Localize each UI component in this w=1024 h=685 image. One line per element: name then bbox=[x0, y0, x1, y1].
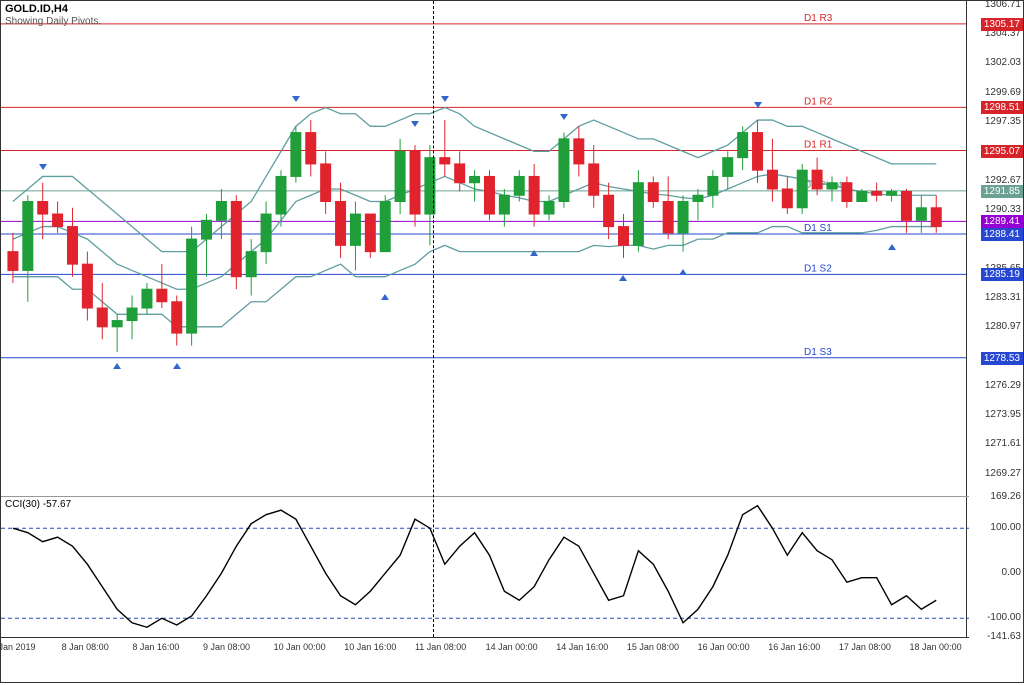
price-tick: 1276.29 bbox=[985, 380, 1021, 391]
svg-text:D1 R2: D1 R2 bbox=[804, 96, 833, 107]
arrow-up-icon bbox=[113, 363, 121, 369]
arrow-down-icon bbox=[560, 114, 568, 120]
time-tick: 18 Jan 00:00 bbox=[910, 642, 962, 652]
chart-title: GOLD.ID,H4 bbox=[5, 3, 68, 15]
arrow-down-icon bbox=[39, 164, 47, 170]
price-tick: 1302.03 bbox=[985, 57, 1021, 68]
pivot-price-label: 1291.85 bbox=[981, 185, 1023, 198]
svg-text:D1 R1: D1 R1 bbox=[804, 140, 833, 151]
price-tick: 1299.69 bbox=[985, 87, 1021, 98]
pivot-price-label: 1305.17 bbox=[981, 18, 1023, 31]
price-tick: 1269.27 bbox=[985, 468, 1021, 479]
time-tick: 10 Jan 16:00 bbox=[344, 642, 396, 652]
cci-tick: 0.00 bbox=[1002, 567, 1021, 578]
main-chart-svg: D1 R3D1 R2D1 R1D1 PivotD1 S1D1 S2D1 S3 bbox=[1, 1, 969, 496]
svg-text:D1 R3: D1 R3 bbox=[804, 13, 833, 24]
arrow-down-icon bbox=[441, 96, 449, 102]
cci-tick: -100.00 bbox=[987, 612, 1021, 623]
pivot-price-label: 1285.19 bbox=[981, 268, 1023, 281]
time-tick: 16 Jan 16:00 bbox=[768, 642, 820, 652]
arrow-up-icon bbox=[679, 269, 687, 275]
price-tick: 1297.35 bbox=[985, 116, 1021, 127]
arrow-up-icon bbox=[888, 244, 896, 250]
time-tick: 9 Jan 08:00 bbox=[203, 642, 250, 652]
cci-axis: 169.26100.000.00-100.00-141.63 bbox=[966, 497, 1023, 637]
svg-text:D1 S3: D1 S3 bbox=[804, 347, 832, 358]
main-price-chart[interactable]: D1 R3D1 R2D1 R1D1 PivotD1 S1D1 S2D1 S3 bbox=[1, 1, 969, 497]
time-tick: 15 Jan 08:00 bbox=[627, 642, 679, 652]
cci-tick: 100.00 bbox=[990, 522, 1021, 533]
time-tick: 8 Jan 16:00 bbox=[132, 642, 179, 652]
arrow-down-icon bbox=[411, 121, 419, 127]
arrow-up-icon bbox=[619, 275, 627, 281]
vertical-crosshair bbox=[433, 1, 434, 637]
cci-chart-svg bbox=[1, 497, 969, 637]
cci-label: CCI(30) -57.67 bbox=[5, 499, 71, 510]
chart-subtitle: Showing Daily Pivots. bbox=[5, 16, 101, 27]
cci-tick: -141.63 bbox=[987, 631, 1021, 642]
price-axis: 1306.711304.371302.031299.691297.351295.… bbox=[966, 1, 1023, 496]
time-axis: 7 Jan 2019 8 Jan 08:00 8 Jan 16:00 9 Jan 08… bbox=[1, 637, 969, 685]
pivot-price-label: 1288.41 bbox=[981, 228, 1023, 241]
time-tick: 8 Jan 08:00 bbox=[62, 642, 109, 652]
time-tick: 17 Jan 08:00 bbox=[839, 642, 891, 652]
pivot-price-label: 1278.53 bbox=[981, 352, 1023, 365]
time-tick: 11 Jan 08:00 bbox=[415, 642, 466, 652]
cci-tick: 169.26 bbox=[990, 491, 1021, 502]
svg-text:D1 S2: D1 S2 bbox=[804, 263, 832, 274]
price-tick: 1271.61 bbox=[985, 438, 1021, 449]
price-tick: 1283.31 bbox=[985, 292, 1021, 303]
arrow-up-icon bbox=[381, 294, 389, 300]
arrow-up-icon bbox=[530, 250, 538, 256]
price-tick: 1306.71 bbox=[985, 0, 1021, 10]
arrow-up-icon bbox=[173, 363, 181, 369]
pivot-price-label: 1295.07 bbox=[981, 145, 1023, 158]
price-tick: 1280.97 bbox=[985, 321, 1021, 332]
price-tick: 1290.33 bbox=[985, 204, 1021, 215]
cci-indicator-chart[interactable] bbox=[1, 497, 969, 637]
time-tick: 10 Jan 00:00 bbox=[274, 642, 326, 652]
chart-container: GOLD.ID,H4 Showing Daily Pivots. D1 R3 D1… bbox=[0, 0, 1024, 683]
pivot-price-label: 1289.41 bbox=[981, 215, 1023, 228]
pivot-price-label: 1298.51 bbox=[981, 101, 1023, 114]
price-tick: 1273.95 bbox=[985, 409, 1021, 420]
arrow-down-icon bbox=[754, 102, 762, 108]
time-tick: 7 Jan 2019 bbox=[0, 642, 36, 652]
time-tick: 14 Jan 00:00 bbox=[486, 642, 538, 652]
time-tick: 14 Jan 16:00 bbox=[556, 642, 608, 652]
arrow-down-icon bbox=[292, 96, 300, 102]
time-tick: 16 Jan 00:00 bbox=[698, 642, 750, 652]
